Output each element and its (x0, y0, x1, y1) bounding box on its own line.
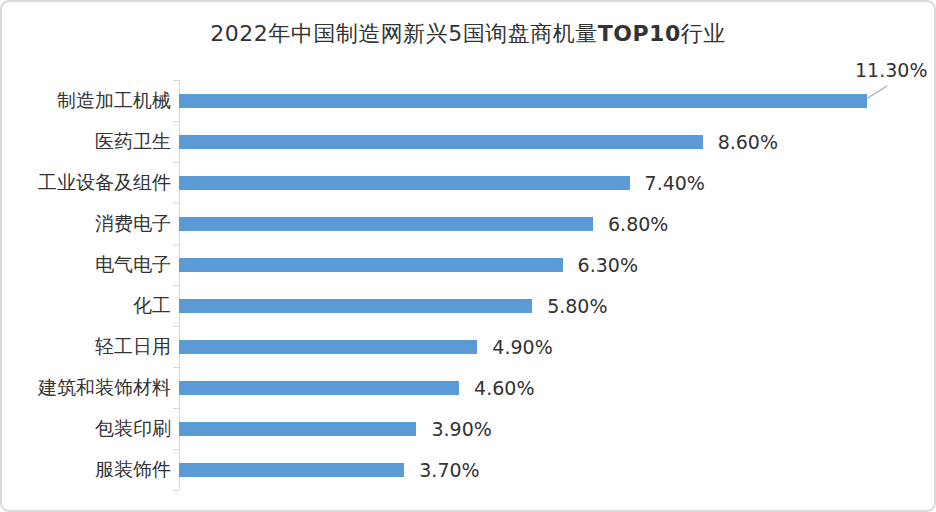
value-label: 8.60% (718, 131, 778, 153)
value-label: 11.30% (855, 59, 927, 81)
bar-row: 服装饰件 3.70% (2, 449, 934, 490)
bar-row: 轻工日用 4.90% (2, 326, 934, 367)
bar-row: 工业设备及组件 7.40% (2, 162, 934, 203)
bar-row: 消费电子 6.80% (2, 203, 934, 244)
value-label: 6.30% (578, 254, 638, 276)
bar-track: 11.30% (179, 80, 934, 121)
chart-title-bold-text: TOP10 (598, 21, 681, 46)
bar-row: 化工 5.80% (2, 285, 934, 326)
bar-chart-plot: 制造加工机械11.30%医药卫生8.60%工业设备及组件7.40%消费电子6.8… (2, 80, 934, 490)
value-label: 4.90% (492, 336, 552, 358)
bar (179, 340, 477, 354)
value-label: 5.80% (547, 295, 607, 317)
leader-line (867, 85, 888, 99)
value-label: 6.80% (608, 213, 668, 235)
bar-track: 4.90% (179, 326, 934, 367)
value-label: 3.90% (431, 418, 491, 440)
bar-row: 医药卫生 8.60% (2, 121, 934, 162)
bar (179, 463, 404, 477)
bar-track: 6.80% (179, 203, 934, 244)
bar (179, 381, 459, 395)
bar-row: 建筑和装饰材料 4.60% (2, 367, 934, 408)
chart-title: 2022年中国制造网新兴5国询盘商机量TOP10行业 (10, 18, 926, 50)
bar-track: 7.40% (179, 162, 934, 203)
bar-row: 包装印刷 3.90% (2, 408, 934, 449)
bar-track: 3.90% (179, 408, 934, 449)
category-label: 消费电子 (2, 211, 179, 237)
bar (179, 135, 703, 149)
category-label: 电气电子 (2, 252, 179, 278)
bar-track: 4.60% (179, 367, 934, 408)
category-label: 包装印刷 (2, 416, 179, 442)
bar-track: 5.80% (179, 285, 934, 326)
bar (179, 176, 630, 190)
bar (179, 217, 593, 231)
bar-row: 电气电子 6.30% (2, 244, 934, 285)
category-label: 服装饰件 (2, 457, 179, 483)
bar (179, 299, 532, 313)
value-label: 4.60% (474, 377, 534, 399)
value-label: 7.40% (645, 172, 705, 194)
chart-title-suffix-text: 行业 (681, 21, 726, 46)
bar (179, 94, 867, 108)
category-label: 制造加工机械 (2, 88, 179, 114)
category-label: 轻工日用 (2, 334, 179, 360)
category-label: 医药卫生 (2, 129, 179, 155)
bar (179, 258, 563, 272)
chart-card: 2022年中国制造网新兴5国询盘商机量TOP10行业 制造加工机械11.30%医… (0, 0, 936, 512)
category-label: 建筑和装饰材料 (2, 375, 179, 401)
bar (179, 422, 416, 436)
axis-tick (173, 490, 179, 491)
value-label: 3.70% (419, 459, 479, 481)
category-label: 工业设备及组件 (2, 170, 179, 196)
bar-track: 3.70% (179, 449, 934, 490)
bar-track: 6.30% (179, 244, 934, 285)
bar-row: 制造加工机械11.30% (2, 80, 934, 121)
bar-track: 8.60% (179, 121, 934, 162)
chart-title-text: 2022年中国制造网新兴5国询盘商机量 (210, 21, 598, 46)
category-label: 化工 (2, 293, 179, 319)
